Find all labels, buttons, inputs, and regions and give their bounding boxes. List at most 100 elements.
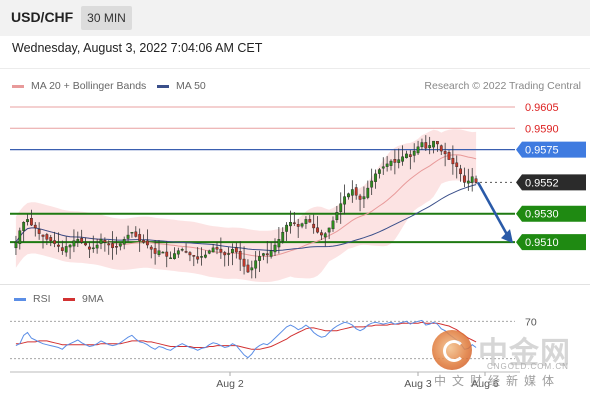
candle-body <box>169 257 172 260</box>
candle-body <box>130 231 134 234</box>
candle-body <box>37 229 41 234</box>
candle-body <box>466 180 470 184</box>
candle-body <box>408 154 412 157</box>
candle-body <box>215 247 219 250</box>
candle-body <box>49 237 53 241</box>
level-label-0.9530-bg <box>516 205 586 222</box>
level-label-0.9590: 0.9590 <box>525 123 559 135</box>
level-label-0.9510: 0.9510 <box>525 237 559 249</box>
candle-body <box>118 243 122 247</box>
legend-bollinger-label: MA 20 + Bollinger Bands <box>31 80 147 92</box>
candle-body <box>258 256 261 261</box>
level-label-0.9575: 0.9575 <box>525 145 559 157</box>
legend-9ma-swatch <box>63 297 75 301</box>
candle-body <box>474 178 478 183</box>
x-tick-label-Aug-6: Aug 6 <box>471 378 499 390</box>
legend-bollinger-swatch <box>12 84 24 88</box>
watermark-en: CNGOLD.COM.CN <box>487 362 569 371</box>
candle-body <box>281 231 285 242</box>
candle-body <box>68 244 72 248</box>
candle-body <box>439 145 443 152</box>
level-label-0.9510-bg <box>516 234 586 251</box>
candle-body <box>99 239 103 244</box>
watermark-logo-icon <box>432 330 472 370</box>
candle-body <box>134 231 138 237</box>
candle-body <box>76 239 80 243</box>
candle-body <box>238 251 242 260</box>
candle-body <box>60 247 64 251</box>
rsi-level-label-70: 70 <box>525 316 537 328</box>
candle-body <box>184 251 188 253</box>
projection-arrow-head <box>501 229 513 244</box>
candle-body <box>381 166 385 169</box>
candle-body <box>424 142 428 149</box>
candle-body <box>463 175 466 183</box>
interval-button[interactable]: 30 MIN <box>81 6 132 30</box>
candle-body <box>111 243 114 249</box>
candle-body <box>180 249 184 251</box>
candle-body <box>223 252 227 256</box>
candle-body <box>420 142 424 148</box>
candle-body <box>149 246 153 250</box>
candle-body <box>72 240 76 247</box>
candle-body <box>26 219 29 223</box>
legend-bollinger: MA 20 + Bollinger Bands <box>12 80 146 92</box>
candle-body <box>45 234 49 240</box>
candle-body <box>443 151 447 155</box>
candle-body <box>188 252 192 256</box>
candle-body <box>196 256 200 260</box>
candle-body <box>33 224 37 229</box>
candle-body <box>436 141 439 145</box>
candle-body <box>176 250 180 255</box>
candle-body <box>350 189 354 196</box>
candle-body <box>432 140 435 148</box>
bollinger-band <box>15 129 477 282</box>
research-credit: Research © 2022 Trading Central <box>424 80 581 92</box>
candle-body <box>366 187 370 198</box>
chart-header: USD/CHF 30 MIN <box>0 0 590 36</box>
candle-body <box>447 152 451 160</box>
candle-body <box>165 251 169 257</box>
candle-body <box>335 212 339 221</box>
candle-body <box>234 247 238 253</box>
candle-body <box>153 248 157 254</box>
candle-body <box>122 239 126 245</box>
candle-body <box>451 157 455 165</box>
candle-body <box>416 146 420 154</box>
level-label-0.9552: 0.9552 <box>525 177 559 189</box>
chart-datetime: Wednesday, August 3, 2022 7:04:06 AM CET <box>12 41 263 55</box>
legend-rsi: RSI <box>14 293 51 305</box>
candle-body <box>219 248 223 253</box>
candle-body <box>397 159 401 163</box>
candle-body <box>405 153 408 159</box>
rsi-line <box>15 319 477 359</box>
candle-body <box>343 196 346 205</box>
candle-body <box>320 232 323 236</box>
candle-body <box>57 244 60 247</box>
ma50-line <box>15 184 477 251</box>
candle-body <box>262 253 265 256</box>
candle-body <box>84 243 87 246</box>
watermark: 中金网 CNGOLD.COM.CN 中文财经新媒体 <box>432 330 582 394</box>
candle-body <box>370 180 374 188</box>
candle-body <box>459 168 462 175</box>
level-label-0.9530: 0.9530 <box>525 209 559 221</box>
candle-body <box>115 246 118 248</box>
candle-body <box>269 250 273 257</box>
legend-9ma-label: 9MA <box>82 293 104 305</box>
rsi-ma9-line <box>15 321 477 350</box>
candle-body <box>285 224 288 232</box>
watermark-cn: 中金网 <box>478 336 571 371</box>
level-label-0.9605: 0.9605 <box>525 102 559 114</box>
candle-body <box>389 160 393 166</box>
candle-body <box>204 254 207 258</box>
candle-body <box>200 256 203 258</box>
candle-body <box>308 219 312 223</box>
candle-body <box>126 234 130 239</box>
candle-body <box>138 234 142 241</box>
candle-body <box>339 203 343 212</box>
candle-body <box>327 227 331 233</box>
candle-body <box>331 220 335 230</box>
candle-body <box>292 222 296 224</box>
